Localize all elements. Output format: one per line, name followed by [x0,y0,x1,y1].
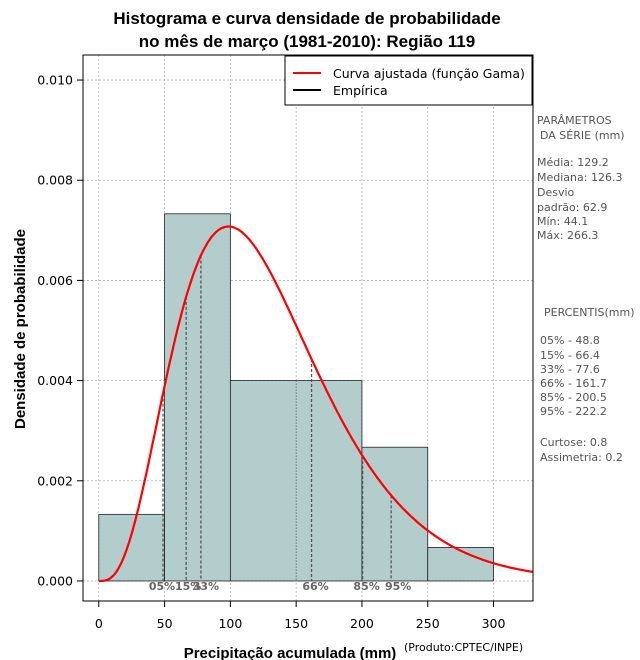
x-tick-label: 0 [95,616,103,631]
y-tick-label: 0.010 [37,73,73,88]
histogram-bar [164,213,231,582]
x-tick-label: 100 [218,616,242,631]
percentile-label: 66% [302,580,328,593]
params-title-2: DA SÉRIE (mm) [540,129,625,142]
x-tick-label: 200 [350,616,374,631]
percentil-line: 05% - 48.8 [540,334,600,347]
y-axis: 0.000 0.002 0.004 0.006 0.008 0.010 [37,73,83,588]
param-line: Mín: 44.1 [537,215,588,228]
percentile-label: 05% [149,580,175,593]
y-tick-label: 0.004 [37,373,73,388]
percentis-title: PERCENTIS(mm) [544,306,635,319]
x-axis: 0 50 100 150 200 250 300 [95,601,506,631]
percentile-lines [162,255,392,581]
param-line: Média: 129.2 [537,156,609,169]
skewness-line: Assimetria: 0.2 [540,451,623,464]
percentile-label: 33% [193,580,219,593]
y-tick-label: 0.000 [37,573,73,588]
percentil-line: 85% - 200.5 [540,391,607,404]
param-line: padrão: 62.9 [537,201,607,214]
plot-frame [82,54,534,602]
legend-empirical-label: Empírica [333,83,388,98]
percentil-line: 66% - 161.7 [540,377,607,390]
params-title-1: PARÂMETROS [537,114,612,127]
legend-curve-label: Curva ajustada (função Gama) [333,66,525,81]
x-tick-label: 50 [157,616,173,631]
param-line: Mediana: 126.3 [537,171,622,184]
histogram-bar [427,547,494,582]
x-tick-label: 150 [284,616,308,631]
histogram-bar [98,513,165,582]
x-axis-label: Precipitação acumulada (mm) [184,645,397,660]
chart-title-line2: no mês de março (1981-2010): Região 119 [139,32,475,51]
y-tick-label: 0.008 [37,173,73,188]
x-tick-label: 250 [416,616,440,631]
param-line: Máx: 266.3 [537,229,598,242]
side-panel: PARÂMETROS DA SÉRIE (mm) Média: 129.2 Me… [537,114,635,464]
percentile-label: 15% [175,580,201,593]
y-tick-label: 0.002 [37,473,73,488]
histogram-bars [98,213,494,582]
percentil-line: 95% - 222.2 [540,405,607,418]
percentil-line: 15% - 66.4 [540,349,600,362]
x-tick-label: 300 [482,616,506,631]
legend-box [284,55,533,106]
kurtosis-line: Curtose: 0.8 [540,436,607,449]
histogram-bar [361,446,429,582]
fitted-gamma-curve [98,225,534,583]
percentile-label: 95% [385,580,411,593]
y-axis-label: Densidade de probabilidade [12,229,29,429]
percentile-labels: 05% 15%33% 66% 85% 95% [149,580,412,593]
chart-title-line1: Histograma e curva densidade de probabil… [113,9,500,28]
product-credit: (Produto:CPTEC/INPE) [404,641,523,654]
legend: Curva ajustada (função Gama) Empírica [284,55,533,106]
param-line: Desvio [537,186,575,199]
percentil-line: 33% - 77.6 [540,363,600,376]
y-tick-label: 0.006 [37,273,73,288]
percentile-label: 85% [353,580,379,593]
